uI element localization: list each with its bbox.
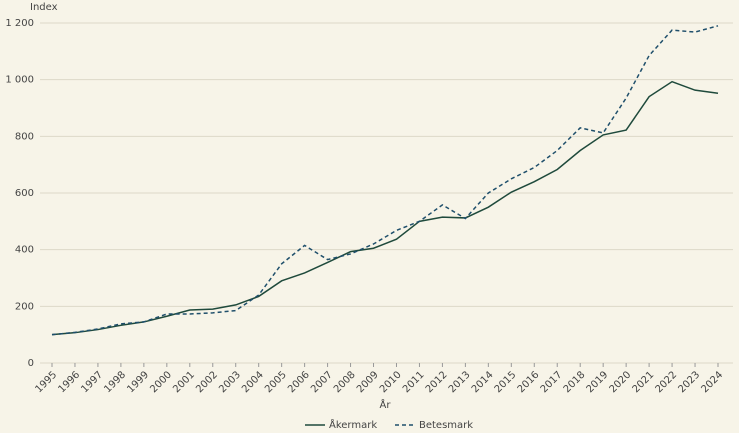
y-tick-label: 1 200 xyxy=(5,18,34,29)
y-tick-label: 200 xyxy=(15,301,34,312)
series-line xyxy=(51,25,719,336)
y-tick-label: 1 000 xyxy=(5,75,34,86)
series-line xyxy=(51,80,719,336)
y-tick-label: 0 xyxy=(28,358,34,369)
y-tick-label: 800 xyxy=(15,131,34,142)
x-axis-label: År xyxy=(380,398,392,411)
y-axis-label: Index xyxy=(30,2,58,13)
y-tick-label: 600 xyxy=(15,188,34,199)
legend-label: Betesmark xyxy=(419,420,473,431)
legend-label: Åkermark xyxy=(329,418,377,431)
y-tick-label: 400 xyxy=(15,245,34,256)
